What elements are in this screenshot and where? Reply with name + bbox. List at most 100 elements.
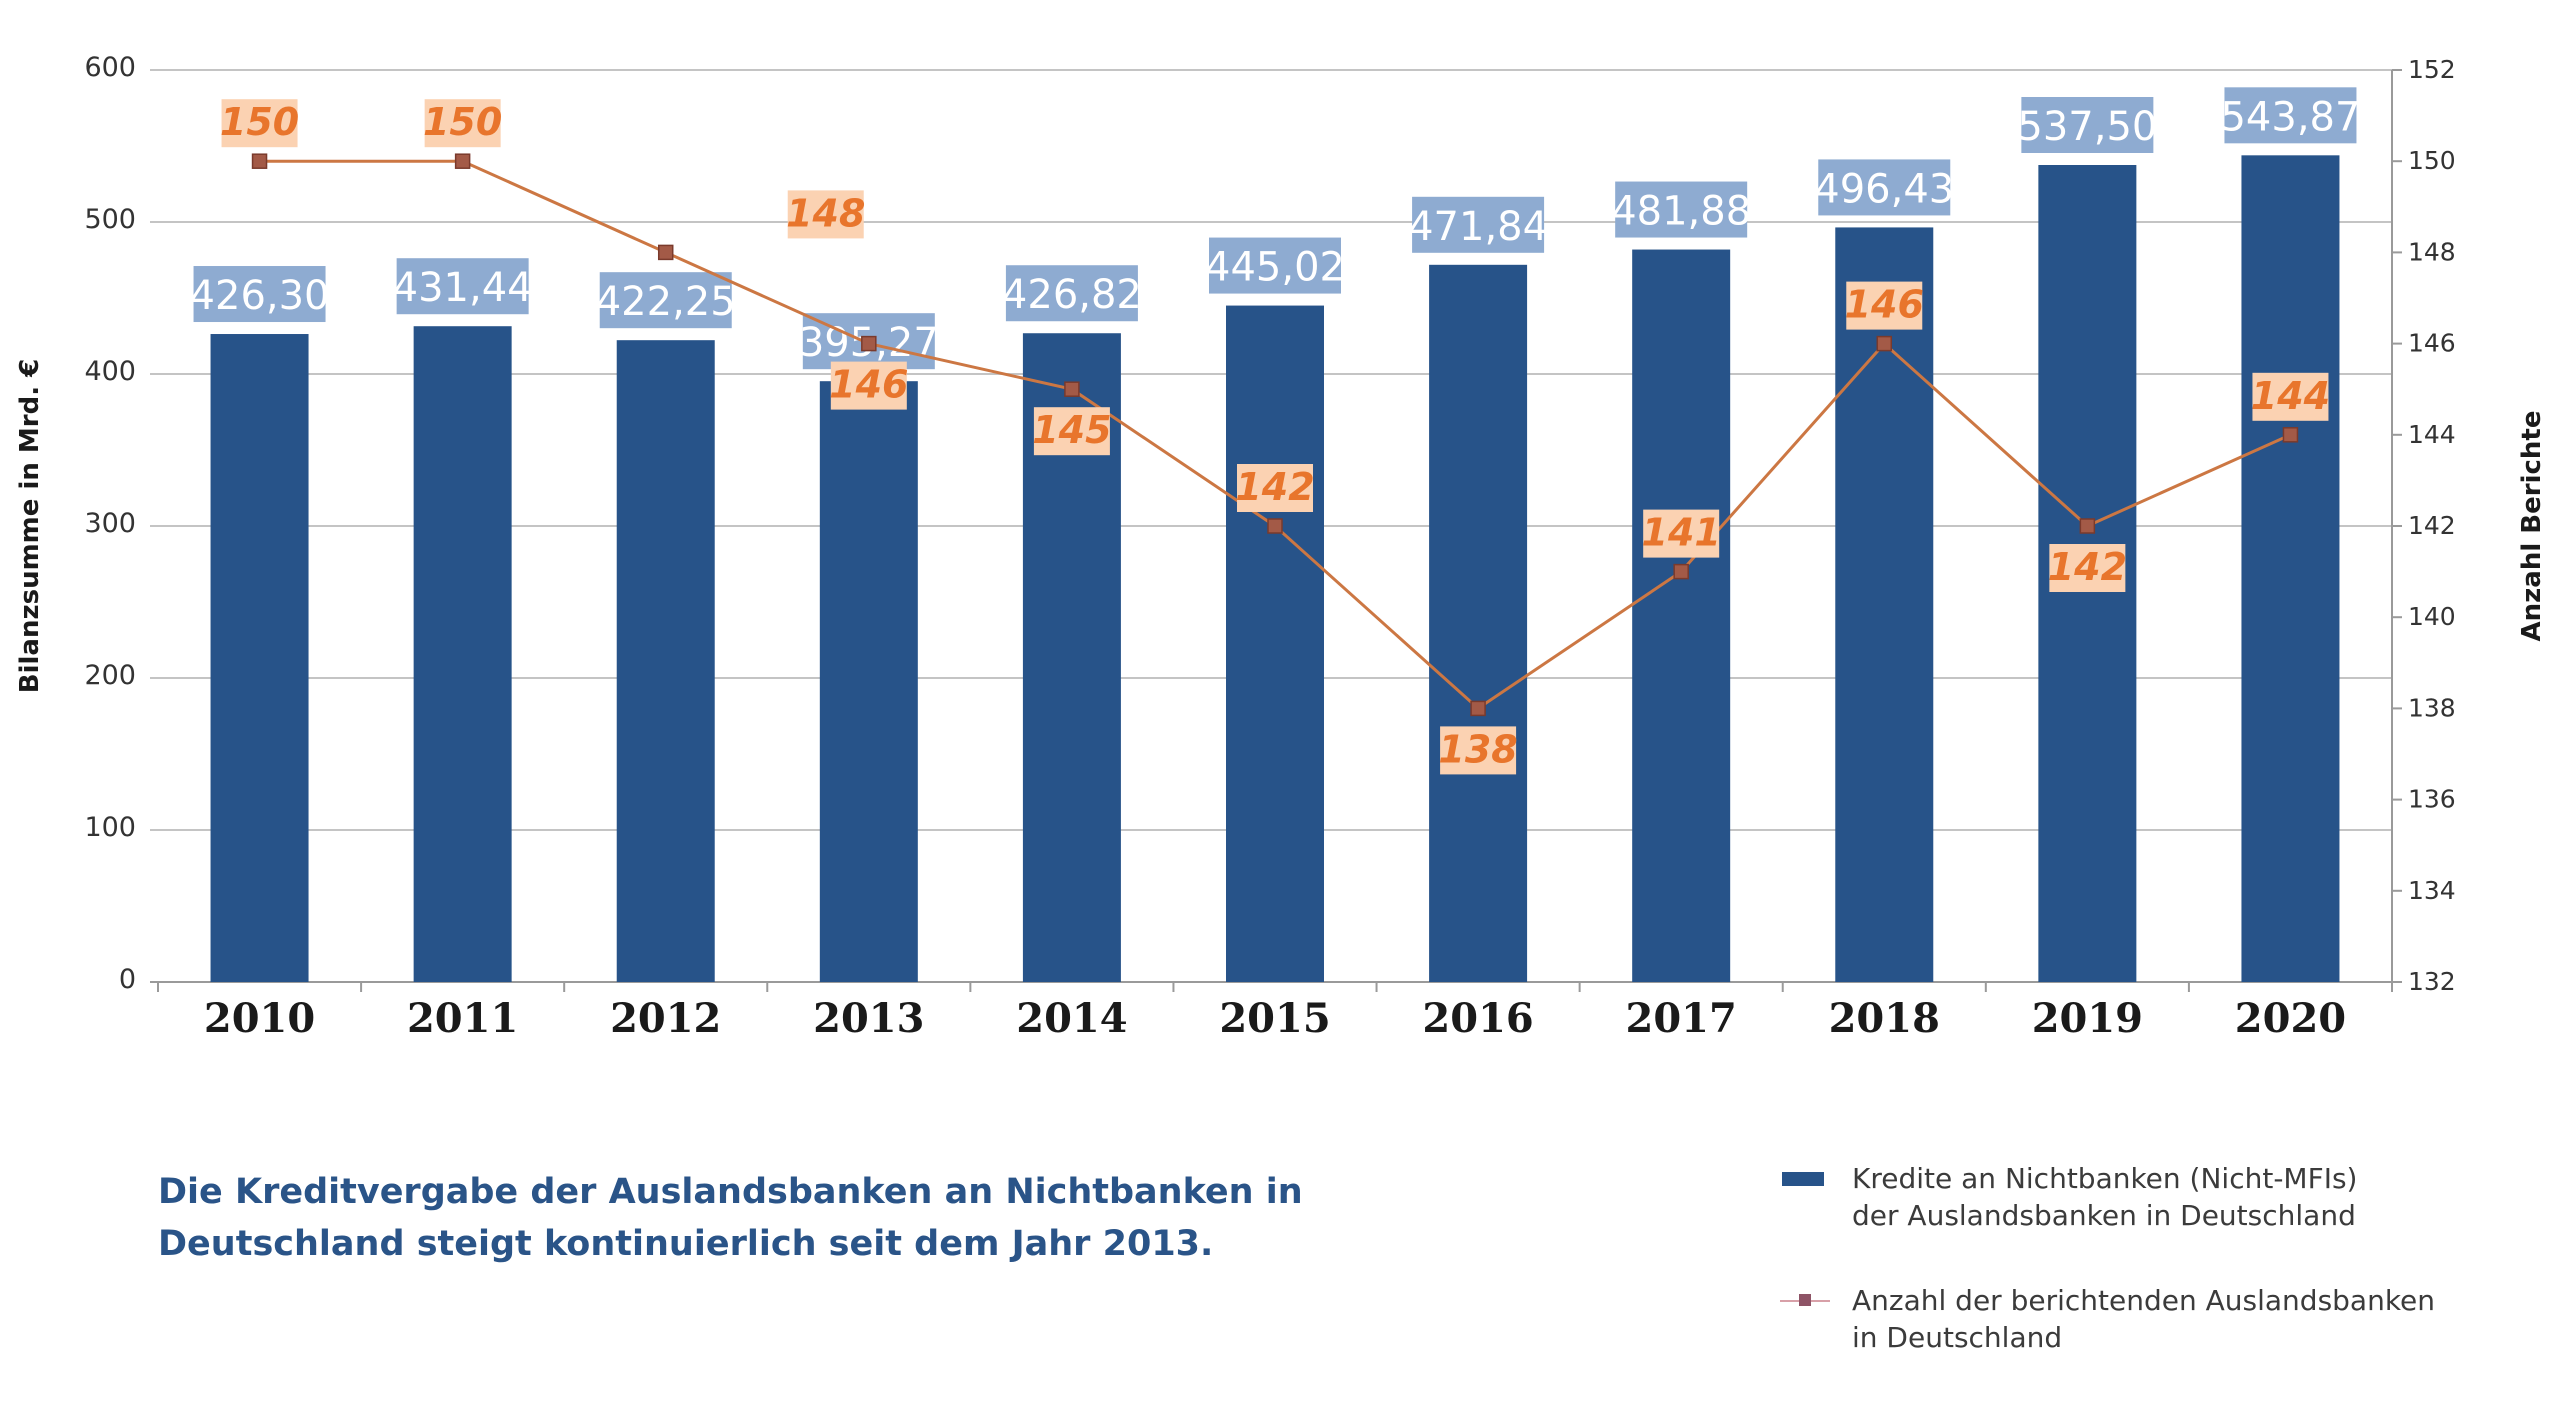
- bar-label-box: [396, 258, 529, 315]
- bar-2018: [1835, 227, 1934, 983]
- legend-bar-swatch: [1782, 1172, 1824, 1186]
- chart: 0 100 200 300 400 500 600 132 134 136 138 140 142 144…: [15, 52, 2547, 1042]
- line-marker-2017: [1673, 563, 1689, 580]
- x-tick-label: 2019: [2032, 995, 2143, 1042]
- legend-line-label-line-1: Anzahl der berichtenden Auslandsbanken: [1852, 1284, 2436, 1317]
- x-tick-label: 2014: [1016, 995, 1127, 1042]
- bar-value-label: 471,84: [1408, 204, 1548, 250]
- line-marker-2019: [2079, 518, 2096, 534]
- legend-item-line: Anzahl der berichtenden Auslandsbanken i…: [1780, 1282, 2540, 1356]
- y-tick-label: 400: [84, 356, 136, 387]
- y2-tick-label: 136: [2408, 785, 2456, 814]
- line-value-label: 146: [1845, 283, 1924, 327]
- bar-2015: [1226, 305, 1324, 983]
- line-marker-2015: [1267, 518, 1283, 534]
- line-marker-2013: [861, 335, 877, 352]
- line-label-box: [1846, 281, 1923, 330]
- y-tick-label: 200: [84, 660, 136, 691]
- line-value-label: 144: [2251, 374, 2330, 418]
- line-value-label: 142: [1235, 465, 1314, 509]
- bar-value-label: 431,44: [393, 265, 533, 311]
- y2-tick-label: 144: [2408, 420, 2456, 449]
- legend-line-swatch: [1780, 1294, 1830, 1306]
- y2-tick-label: 138: [2408, 693, 2456, 722]
- x-tick-label: 2015: [1219, 995, 1330, 1042]
- caption-line-1: Die Kreditvergabe der Auslandsbanken an …: [158, 1172, 1303, 1212]
- line-label-box: [424, 99, 501, 148]
- bar-label-box: [1005, 265, 1138, 322]
- chart-caption: Die Kreditvergabe der Auslandsbanken an …: [158, 1166, 1358, 1270]
- line-marker-2018: [1876, 335, 1893, 352]
- x-tick-label: 2013: [813, 995, 924, 1042]
- legend-line-label-line-2: in Deutschland: [1852, 1321, 2063, 1354]
- y2-tick-label: 148: [2408, 237, 2456, 266]
- y-tick-label: 500: [84, 204, 136, 235]
- bar-2011: [413, 326, 512, 983]
- bar-value-label: 543,87: [2220, 94, 2360, 140]
- bar-2020: [2241, 155, 2340, 982]
- line-value-label: 141: [1642, 511, 1721, 555]
- bar-value-label: 426,82: [1002, 272, 1142, 318]
- line-label-box: [2252, 372, 2329, 421]
- x-tick-label: 2011: [407, 995, 518, 1042]
- line-marker-2010: [251, 153, 268, 169]
- bar-2016: [1429, 264, 1528, 982]
- bar-value-label: 422,25: [596, 279, 736, 325]
- line-label-box: [221, 99, 298, 148]
- line-label-box: [787, 190, 864, 239]
- x-tick-label: 2018: [1829, 995, 1940, 1042]
- y2-tick-label: 140: [2408, 602, 2456, 631]
- bar-label-box: [1209, 237, 1341, 294]
- y-axis-title: Bilanzsumme in Mrd. €: [15, 359, 45, 693]
- bar-value-label: 426,30: [190, 273, 330, 319]
- y2-tick-label: 134: [2408, 876, 2456, 905]
- y-tick-label: 600: [84, 52, 136, 83]
- line-label-box: [1440, 726, 1517, 775]
- line-value-label: 150: [423, 100, 502, 144]
- y-tick-label: 300: [84, 508, 136, 539]
- x-tick-label: 2017: [1626, 995, 1737, 1042]
- x-tick-label: 2016: [1422, 995, 1533, 1042]
- line-label-box: [1237, 464, 1313, 512]
- y2-axis-title: Anzahl Berichte: [2517, 411, 2547, 642]
- bar-value-label: 496,43: [1814, 166, 1954, 212]
- y2-tick-label: 152: [2408, 55, 2456, 84]
- caption-line-2: Deutschland steigt kontinuierlich seit d…: [158, 1224, 1214, 1264]
- line-label-box: [1033, 407, 1110, 456]
- y2-tick-label: 150: [2408, 146, 2456, 175]
- bar-2012: [616, 340, 715, 982]
- bar-label-box: [193, 266, 326, 323]
- line-value-label: 142: [2048, 545, 2127, 589]
- bar-2017: [1632, 249, 1731, 982]
- x-tick-label: 2010: [204, 995, 315, 1042]
- line-marker-2016: [1470, 700, 1486, 717]
- line-value-label: 148: [786, 191, 865, 235]
- bar-2013: [819, 381, 918, 983]
- legend-bar-label-line-1: Kredite an Nichtbanken (Nicht-MFIs): [1852, 1162, 2358, 1195]
- bar-value-label: 537,50: [2017, 104, 2157, 150]
- bar-label-box: [1818, 159, 1951, 216]
- line-value-label: 146: [829, 363, 908, 407]
- line-label-box: [2049, 544, 2126, 592]
- line-value-label: 150: [220, 100, 299, 144]
- legend-bar-label-line-2: der Auslandsbanken in Deutschland: [1852, 1199, 2356, 1232]
- line-marker-2011: [454, 153, 471, 169]
- bar-value-label: 445,02: [1205, 245, 1345, 291]
- y2-tick-label: 146: [2408, 329, 2456, 358]
- y-tick-label: 0: [119, 964, 136, 995]
- bar-label-box: [2224, 87, 2357, 144]
- bar-label-box: [1412, 196, 1545, 253]
- x-tick-label: 2020: [2235, 995, 2346, 1042]
- line-marker-2020: [2282, 427, 2299, 443]
- bar-label-box: [2021, 97, 2154, 153]
- bar-label-box: [599, 272, 732, 329]
- line-value-label: 145: [1032, 408, 1111, 452]
- y2-tick-label: 132: [2408, 967, 2456, 996]
- bar-value-label: 481,88: [1611, 189, 1751, 235]
- legend-item-bars: Kredite an Nichtbanken (Nicht-MFIs) der …: [1780, 1160, 2540, 1234]
- line-label-box: [1643, 509, 1720, 558]
- bar-label-box: [1615, 181, 1748, 238]
- bar-2010: [210, 334, 309, 982]
- line-marker-2014: [1064, 381, 1080, 397]
- x-tick-label: 2012: [610, 995, 721, 1042]
